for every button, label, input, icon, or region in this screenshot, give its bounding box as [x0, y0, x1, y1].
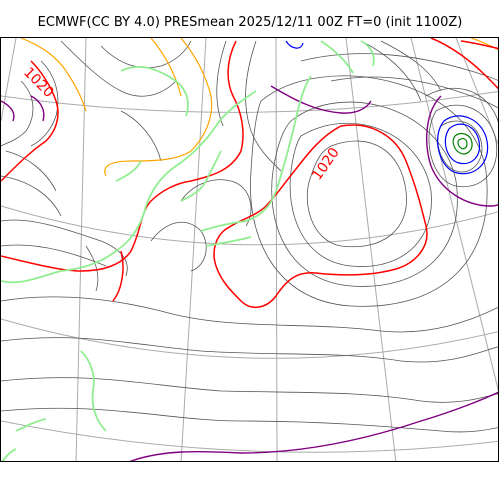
isobar	[245, 40, 282, 172]
isobar-1020	[460, 40, 498, 50]
coastline	[80, 350, 107, 432]
isobars-thin	[1, 40, 498, 433]
meridian	[345, 38, 397, 461]
isobar	[60, 40, 177, 97]
meridian	[1, 38, 17, 122]
isobars-purple	[1, 85, 498, 461]
isobar	[1, 337, 498, 363]
isobars-red	[1, 38, 498, 308]
coastlines	[1, 40, 375, 461]
isobar	[307, 140, 407, 248]
meridian	[180, 38, 207, 461]
isobar	[1, 377, 498, 403]
isobar-blue	[285, 40, 304, 49]
isobar	[30, 60, 59, 147]
isobar	[380, 40, 442, 92]
isobar	[425, 87, 498, 123]
low-pressure-center	[285, 40, 489, 175]
coastline	[1, 448, 17, 461]
isobar	[437, 120, 483, 173]
isobar-purple	[270, 85, 372, 114]
isobar	[1, 244, 107, 267]
isobar	[428, 104, 498, 188]
map-frame: 1020 1020	[0, 37, 499, 462]
isobar-orange	[470, 38, 498, 51]
isobar	[216, 40, 227, 127]
coastline	[120, 66, 189, 117]
isobar-1020	[213, 124, 428, 308]
isobar-orange	[20, 38, 87, 112]
isobar-purple	[129, 391, 498, 461]
isobar	[120, 110, 162, 162]
coastline	[115, 160, 142, 182]
isobar	[150, 222, 207, 272]
isobar	[85, 245, 99, 292]
coastline	[15, 418, 47, 432]
meridian	[75, 38, 87, 461]
coastline	[205, 236, 252, 247]
isobar-orange	[150, 38, 182, 97]
isobar	[1, 80, 34, 147]
isobar-1020	[112, 250, 124, 302]
meridian	[275, 38, 278, 461]
contour-label: 1020	[309, 145, 343, 183]
chart-title: ECMWF(CC BY 4.0) PRESmean 2025/12/11 00Z…	[37, 15, 463, 30]
isobar	[5, 150, 57, 192]
isobar-1020	[1, 40, 244, 272]
isobar	[360, 40, 422, 102]
coastline	[320, 40, 354, 74]
isobar-1020	[1, 60, 59, 182]
isobar	[271, 101, 458, 287]
isobar-purple	[1, 100, 15, 122]
weather-map: 1020 1020	[1, 38, 498, 461]
parallel	[1, 205, 498, 246]
isobar-orange	[104, 38, 213, 177]
parallel	[1, 420, 498, 453]
coastline	[1, 90, 257, 284]
isobar	[289, 122, 432, 267]
isobar-purple	[426, 95, 498, 207]
isobar	[1, 296, 498, 333]
isobar-blue	[444, 123, 481, 165]
isobar-green	[457, 138, 468, 150]
isobar	[300, 53, 498, 81]
isobar-green	[452, 133, 473, 155]
isobar	[1, 175, 62, 217]
isobar	[1, 407, 498, 433]
isobar	[100, 40, 192, 69]
graticule	[1, 38, 498, 461]
isobar-purple	[30, 95, 45, 122]
isobars-orange	[20, 38, 498, 177]
isobar-blue	[436, 115, 489, 175]
coastline	[180, 150, 222, 202]
parallel	[1, 90, 498, 113]
isobar	[330, 76, 498, 109]
isobar	[180, 179, 252, 227]
isobar	[1, 219, 128, 277]
parallel	[1, 318, 498, 359]
coastline	[200, 75, 312, 232]
coastline	[360, 40, 375, 67]
isobar	[250, 75, 488, 307]
isobar-1020	[430, 38, 498, 90]
